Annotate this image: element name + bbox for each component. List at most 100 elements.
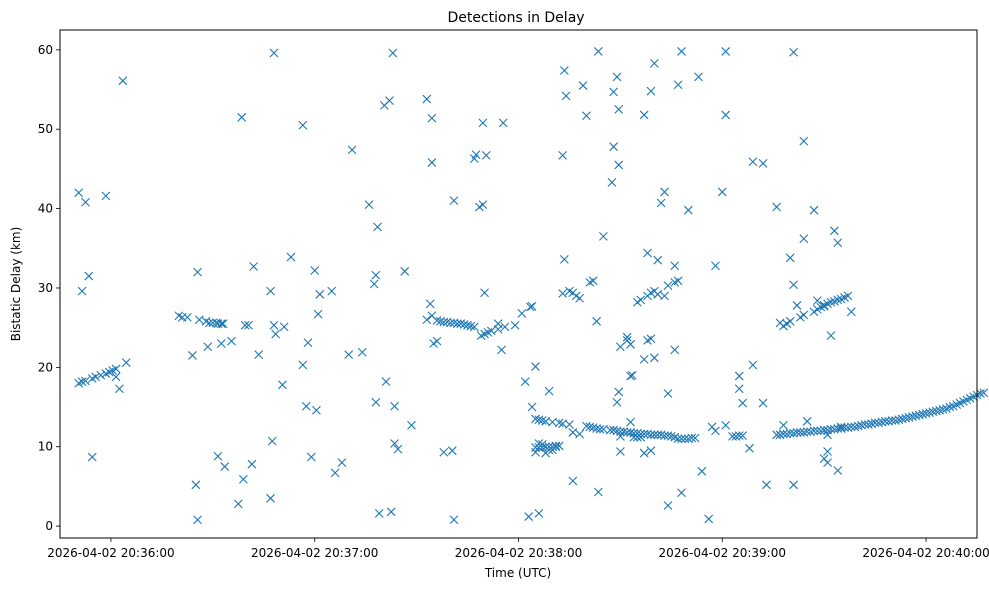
data-point xyxy=(670,345,680,355)
data-point xyxy=(799,234,809,244)
data-point xyxy=(544,445,554,455)
data-point xyxy=(593,47,603,56)
data-point xyxy=(525,302,535,312)
data-point xyxy=(897,414,907,424)
data-point xyxy=(558,151,568,160)
data-point xyxy=(738,431,748,440)
data-point xyxy=(833,466,843,475)
data-point xyxy=(812,296,822,306)
y-tick-label: 0 xyxy=(45,519,53,533)
data-point xyxy=(918,409,928,419)
data-point xyxy=(748,360,758,370)
data-point xyxy=(427,158,437,167)
data-point xyxy=(697,466,707,476)
data-point xyxy=(568,476,578,486)
data-point xyxy=(91,372,101,382)
data-point xyxy=(554,418,564,428)
data-point xyxy=(636,432,646,442)
y-tick-label: 10 xyxy=(38,440,53,454)
data-point xyxy=(486,326,496,336)
data-point xyxy=(921,408,931,418)
data-point xyxy=(582,111,591,121)
data-point xyxy=(850,422,860,432)
data-point xyxy=(449,196,459,206)
data-point xyxy=(344,350,354,360)
data-point xyxy=(627,370,637,380)
data-point xyxy=(663,431,673,440)
data-point xyxy=(711,426,720,436)
data-point xyxy=(789,280,798,290)
plot-frame xyxy=(59,29,978,539)
data-point xyxy=(447,446,457,456)
data-point xyxy=(544,386,554,396)
data-point xyxy=(694,72,703,82)
data-point xyxy=(928,407,938,417)
data-point xyxy=(639,110,649,120)
data-point xyxy=(775,318,785,328)
data-point xyxy=(734,384,744,394)
data-point xyxy=(826,331,836,340)
data-point xyxy=(194,315,204,325)
data-point xyxy=(643,248,652,258)
x-tick-label: 2026-04-02 20:40:00 xyxy=(862,546,989,560)
data-point xyxy=(301,401,311,411)
data-point xyxy=(220,462,230,471)
data-point xyxy=(527,402,537,412)
data-point xyxy=(118,76,128,86)
data-point xyxy=(711,261,720,271)
data-point xyxy=(524,512,534,521)
data-point xyxy=(269,320,279,330)
data-point xyxy=(614,387,624,397)
data-point xyxy=(497,345,506,355)
data-point xyxy=(914,410,924,420)
data-point xyxy=(520,377,530,387)
data-point xyxy=(371,397,381,407)
data-point xyxy=(575,429,585,439)
data-point xyxy=(925,408,934,417)
data-point xyxy=(792,428,802,437)
data-point xyxy=(531,362,540,371)
data-point xyxy=(789,480,798,490)
data-point xyxy=(96,370,106,380)
data-point xyxy=(432,316,442,325)
data-point xyxy=(111,364,121,374)
plot-area xyxy=(60,30,977,538)
data-point xyxy=(677,488,686,498)
data-point xyxy=(463,320,472,330)
data-point xyxy=(588,276,598,286)
data-point xyxy=(303,338,313,348)
data-point xyxy=(393,444,403,454)
data-point xyxy=(758,158,768,168)
data-point xyxy=(809,205,819,215)
data-point xyxy=(498,118,508,128)
data-point xyxy=(802,416,812,426)
data-point xyxy=(565,420,574,429)
y-tick-label: 20 xyxy=(38,360,53,374)
data-point xyxy=(979,388,989,398)
data-point xyxy=(911,411,921,421)
data-point xyxy=(537,416,547,425)
data-point xyxy=(559,255,569,264)
data-point xyxy=(554,441,564,451)
data-point xyxy=(233,499,243,509)
data-point xyxy=(874,418,883,428)
data-point xyxy=(478,118,488,128)
data-point xyxy=(673,276,683,286)
data-point xyxy=(77,377,87,387)
x-tick-label: 2026-04-02 20:37:00 xyxy=(251,546,378,560)
data-point xyxy=(459,320,469,329)
data-point xyxy=(904,412,914,422)
data-points xyxy=(74,47,989,525)
data-point xyxy=(373,222,382,232)
data-point xyxy=(609,87,618,97)
data-point xyxy=(81,376,90,386)
data-point xyxy=(663,501,673,510)
y-tick-label: 60 xyxy=(38,43,53,57)
x-tick-label: 2026-04-02 20:39:00 xyxy=(659,546,786,560)
data-point xyxy=(772,202,782,212)
data-point xyxy=(213,451,223,461)
data-point xyxy=(646,334,656,344)
data-point xyxy=(649,353,659,363)
data-point xyxy=(704,514,714,524)
data-point xyxy=(666,432,676,441)
